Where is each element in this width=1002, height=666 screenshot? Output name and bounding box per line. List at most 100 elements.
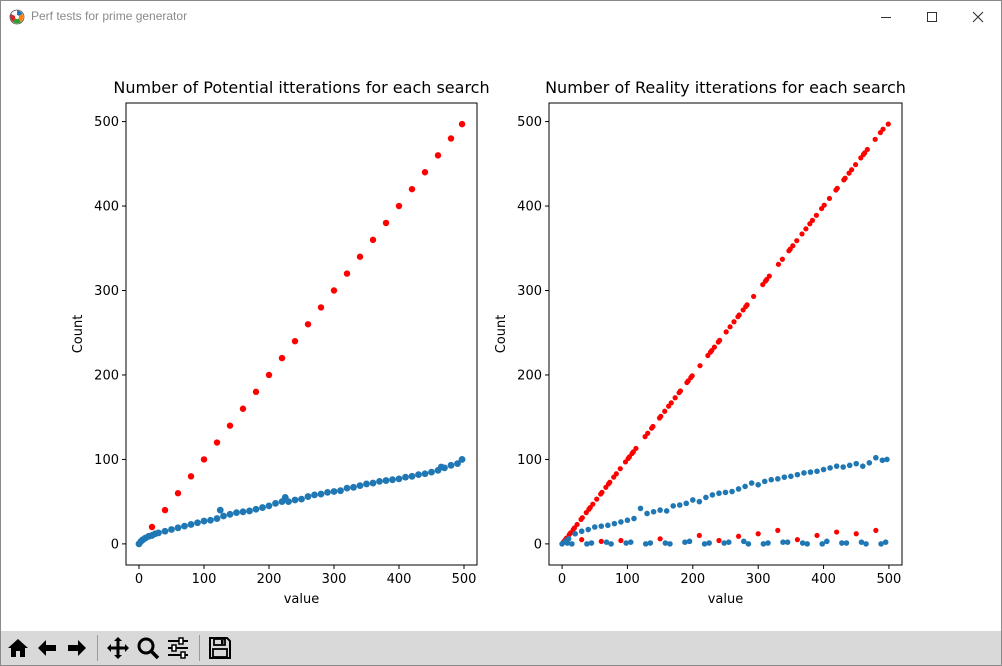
- data-point: [736, 312, 742, 318]
- data-point: [859, 463, 866, 469]
- data-point: [657, 507, 663, 513]
- data-point: [187, 473, 195, 480]
- data-point: [213, 515, 221, 522]
- data-point: [441, 464, 448, 472]
- data-point: [607, 479, 613, 485]
- data-point: [627, 539, 634, 545]
- data-point: [585, 526, 592, 533]
- data-point: [369, 236, 377, 244]
- data-point: [658, 413, 664, 419]
- back-button[interactable]: [33, 634, 61, 662]
- data-point: [879, 457, 886, 464]
- data-point: [330, 488, 338, 495]
- data-point: [885, 121, 891, 127]
- x-tick-label: 300: [322, 572, 347, 587]
- data-point: [766, 273, 772, 279]
- data-point: [458, 456, 466, 463]
- save-button[interactable]: [206, 634, 234, 662]
- data-point: [603, 539, 610, 545]
- data-point: [696, 498, 703, 505]
- figure-canvas[interactable]: 0 100 200 300 400 500 0 100 200 300 400 500 Number o…: [1, 31, 1001, 631]
- home-button[interactable]: [4, 634, 32, 662]
- pan-button[interactable]: [104, 634, 132, 662]
- data-point: [395, 202, 403, 210]
- data-point: [645, 430, 651, 436]
- data-point: [721, 540, 727, 546]
- data-point: [725, 539, 732, 545]
- forward-button[interactable]: [63, 634, 91, 662]
- data-series-1: [560, 121, 891, 545]
- data-point: [579, 515, 585, 521]
- data-point: [755, 481, 761, 488]
- data-point: [382, 477, 390, 484]
- x-tick-label: 200: [257, 572, 282, 587]
- data-point: [239, 508, 247, 516]
- data-point: [761, 478, 768, 485]
- x-tick-label: 100: [192, 572, 217, 587]
- chart-title: Number of Potential itterations for each…: [113, 78, 489, 97]
- data-point: [454, 460, 461, 468]
- data-point: [717, 337, 723, 343]
- data-point: [174, 524, 182, 532]
- data-point: [813, 212, 819, 218]
- data-point: [853, 460, 860, 467]
- data-point: [843, 540, 850, 546]
- x-tick-label: 400: [811, 572, 836, 587]
- data-point: [849, 167, 855, 173]
- data-point: [216, 506, 224, 514]
- data-point: [809, 217, 816, 224]
- data-point: [751, 293, 757, 300]
- data-point: [389, 476, 396, 484]
- data-point: [819, 541, 826, 547]
- data-point: [682, 539, 688, 545]
- data-point: [834, 529, 840, 535]
- data-point: [697, 363, 703, 369]
- zoom-button[interactable]: [134, 634, 162, 662]
- data-point: [637, 505, 644, 512]
- data-point: [696, 532, 702, 539]
- minimize-button[interactable]: [863, 2, 909, 31]
- data-point: [233, 509, 240, 517]
- toolbar-separator: [199, 635, 200, 661]
- data-point: [689, 373, 695, 379]
- data-point: [709, 492, 716, 498]
- save-icon: [209, 637, 231, 659]
- y-axis-label: Count: [71, 315, 86, 354]
- data-point: [650, 508, 657, 515]
- data-point: [690, 497, 696, 503]
- data-point: [265, 371, 273, 379]
- data-point: [148, 523, 156, 531]
- data-point: [343, 270, 351, 277]
- data-series-2: [559, 454, 890, 547]
- data-point: [421, 169, 429, 176]
- y-tick-label: 300: [94, 284, 119, 299]
- data-point: [618, 519, 624, 525]
- x-tick-label: 0: [135, 572, 143, 587]
- x-tick-label: 500: [877, 572, 902, 587]
- data-point: [324, 488, 331, 496]
- data-point: [735, 486, 742, 492]
- data-point: [882, 539, 889, 545]
- data-point: [168, 526, 175, 533]
- data-point: [611, 520, 618, 527]
- close-button[interactable]: [955, 2, 1001, 31]
- data-point: [311, 491, 318, 499]
- maximize-button[interactable]: [909, 2, 955, 31]
- configure-subplots-button[interactable]: [164, 634, 192, 662]
- data-point: [161, 527, 169, 535]
- data-point: [790, 243, 796, 249]
- data-point: [873, 454, 879, 461]
- data-point: [631, 515, 637, 522]
- data-point: [799, 231, 805, 237]
- data-point: [608, 541, 614, 547]
- data-point: [760, 541, 767, 547]
- data-point: [863, 541, 869, 547]
- data-series-2: [135, 456, 466, 548]
- y-tick-label: 100: [94, 453, 119, 468]
- data-point: [350, 483, 357, 491]
- data-point: [644, 510, 650, 517]
- y-tick-label: 0: [534, 537, 542, 552]
- data-point: [408, 472, 416, 480]
- title-bar[interactable]: Perf tests for prime generator: [1, 1, 1001, 31]
- data-point: [858, 539, 865, 545]
